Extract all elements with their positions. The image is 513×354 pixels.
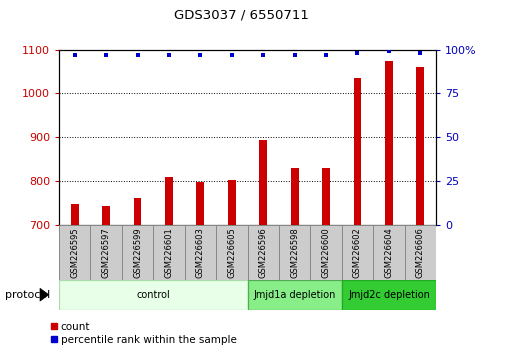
Bar bbox=[342, 280, 436, 310]
Text: GSM226595: GSM226595 bbox=[70, 227, 79, 278]
Bar bbox=[71, 204, 78, 225]
Bar bbox=[153, 225, 185, 280]
Text: protocol: protocol bbox=[5, 290, 50, 300]
Point bbox=[133, 52, 142, 58]
Bar bbox=[405, 225, 436, 280]
Point bbox=[385, 48, 393, 54]
Legend: count, percentile rank within the sample: count, percentile rank within the sample bbox=[46, 317, 241, 349]
Text: GDS3037 / 6550711: GDS3037 / 6550711 bbox=[174, 9, 308, 22]
Point bbox=[102, 52, 110, 58]
Bar bbox=[122, 225, 153, 280]
Bar bbox=[322, 168, 330, 225]
Bar bbox=[310, 225, 342, 280]
Point bbox=[71, 52, 79, 58]
Bar bbox=[165, 177, 173, 225]
Text: GSM226605: GSM226605 bbox=[227, 227, 236, 278]
Point bbox=[259, 52, 267, 58]
Bar bbox=[59, 225, 90, 280]
Point bbox=[353, 50, 362, 56]
Point bbox=[290, 52, 299, 58]
Point bbox=[165, 52, 173, 58]
Bar bbox=[185, 225, 216, 280]
Text: GSM226597: GSM226597 bbox=[102, 227, 111, 278]
Text: GSM226599: GSM226599 bbox=[133, 227, 142, 278]
Text: GSM226598: GSM226598 bbox=[290, 227, 299, 278]
Text: Jmjd2c depletion: Jmjd2c depletion bbox=[348, 290, 430, 300]
Bar bbox=[90, 225, 122, 280]
Text: GSM226602: GSM226602 bbox=[353, 227, 362, 278]
Bar bbox=[385, 61, 393, 225]
Text: Jmjd1a depletion: Jmjd1a depletion bbox=[253, 290, 336, 300]
Bar bbox=[247, 225, 279, 280]
Bar bbox=[228, 180, 236, 225]
Bar bbox=[133, 198, 142, 225]
Bar bbox=[291, 168, 299, 225]
Text: GSM226604: GSM226604 bbox=[384, 227, 393, 278]
Text: GSM226603: GSM226603 bbox=[196, 227, 205, 278]
Bar bbox=[247, 280, 342, 310]
Bar bbox=[196, 182, 204, 225]
Bar bbox=[102, 206, 110, 225]
Text: GSM226601: GSM226601 bbox=[165, 227, 173, 278]
Point bbox=[322, 52, 330, 58]
Bar bbox=[342, 225, 373, 280]
Bar bbox=[216, 225, 247, 280]
Text: GSM226596: GSM226596 bbox=[259, 227, 268, 278]
Point bbox=[196, 52, 205, 58]
Text: control: control bbox=[136, 290, 170, 300]
Text: GSM226600: GSM226600 bbox=[322, 227, 330, 278]
Bar bbox=[417, 67, 424, 225]
Bar bbox=[279, 225, 310, 280]
Bar bbox=[353, 78, 362, 225]
Bar bbox=[259, 140, 267, 225]
Text: GSM226606: GSM226606 bbox=[416, 227, 425, 278]
Point bbox=[228, 52, 236, 58]
Point bbox=[416, 50, 424, 56]
Bar bbox=[59, 280, 247, 310]
Bar bbox=[373, 225, 405, 280]
